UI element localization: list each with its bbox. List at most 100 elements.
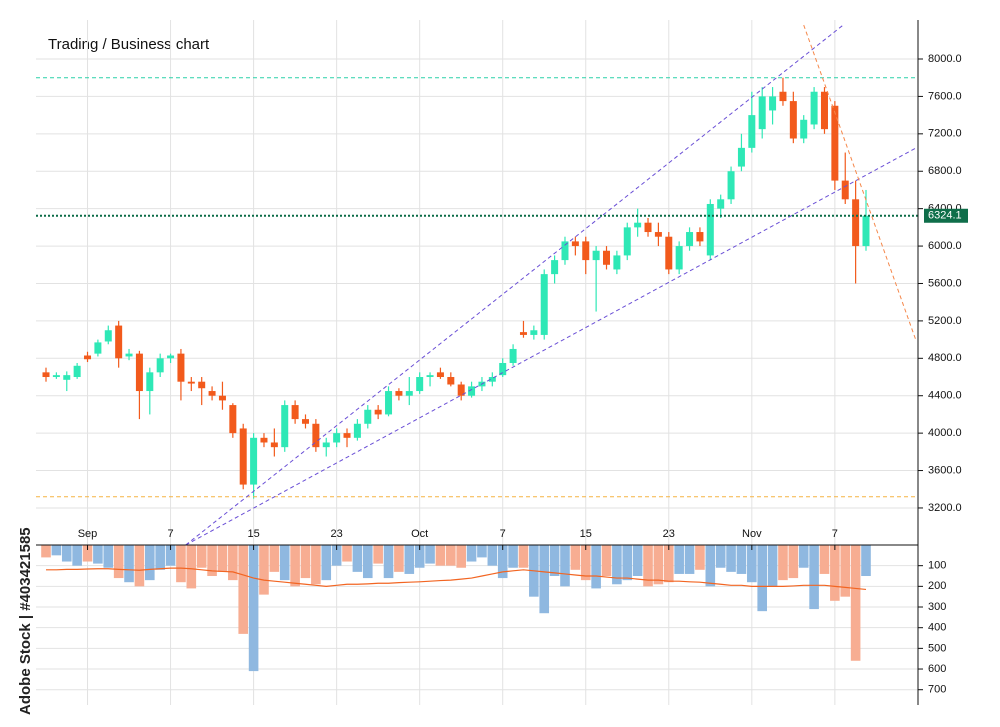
volume-tick-label: 200 — [928, 580, 946, 592]
volume-bar — [217, 545, 228, 572]
volume-bar — [269, 545, 280, 572]
candle-body — [156, 358, 164, 373]
candle-body — [457, 384, 465, 396]
candle-body — [696, 232, 704, 242]
x-tick-label: 23 — [331, 528, 343, 540]
volume-tick-label: 300 — [928, 601, 946, 613]
candle-body — [177, 353, 185, 382]
trendline — [185, 147, 917, 545]
annotations — [36, 24, 918, 545]
candle-body — [322, 442, 330, 448]
price-panel — [42, 77, 870, 499]
candle-body — [623, 227, 631, 256]
volume-bar — [819, 545, 830, 574]
volume-bar — [259, 545, 269, 595]
candle-body — [167, 355, 175, 359]
candle-body — [582, 241, 590, 261]
volume-bar — [51, 545, 62, 556]
candle-body — [852, 199, 860, 247]
trendline — [803, 24, 917, 341]
y-tick-label: 3200.0 — [928, 502, 962, 514]
candle-body — [717, 199, 725, 209]
candle-body — [603, 250, 611, 265]
volume-bar — [580, 545, 591, 581]
candle-body — [364, 409, 372, 424]
candle-body — [63, 375, 71, 380]
candle-body — [84, 355, 92, 360]
volume-bar — [425, 545, 435, 564]
candle-body — [385, 391, 393, 415]
candle-body — [540, 274, 548, 335]
volume-bar — [591, 545, 601, 589]
candle-body — [312, 423, 320, 448]
volume-bar — [809, 545, 819, 610]
volume-bar — [113, 545, 124, 579]
volume-bar — [165, 545, 176, 566]
volume-ma-line — [46, 567, 867, 591]
volume-bar — [321, 545, 332, 581]
candle-body — [229, 405, 237, 434]
y-tick-label: 3600.0 — [928, 464, 962, 476]
volume-bar — [715, 545, 726, 568]
candle-body — [281, 405, 289, 448]
candle-body — [769, 96, 777, 111]
volume-bar — [539, 545, 550, 614]
volume-bar — [508, 545, 518, 568]
candle-body — [779, 91, 787, 102]
volume-bar — [549, 545, 560, 577]
candle-body — [468, 386, 476, 396]
candle-body — [125, 353, 133, 357]
y-tick-label: 5600.0 — [928, 277, 962, 289]
y-tick-label: 7600.0 — [928, 90, 962, 102]
volume-bar — [736, 545, 747, 574]
x-tick-label: 7 — [500, 528, 506, 540]
volume-bar — [196, 545, 207, 568]
y-tick-label: 4800.0 — [928, 352, 962, 364]
x-tick-label: 7 — [167, 528, 173, 540]
volume-bar — [134, 545, 145, 587]
candle-body — [789, 101, 797, 139]
volume-bar — [331, 545, 342, 566]
candle-body — [706, 203, 714, 256]
volume-bar — [466, 545, 477, 562]
candle-body — [727, 171, 735, 200]
volume-bar — [705, 545, 716, 587]
volume-bar — [726, 545, 736, 572]
volume-bar — [622, 545, 633, 581]
candle-body — [748, 115, 756, 148]
volume-bar — [684, 545, 695, 574]
volume-bar — [487, 545, 498, 566]
candle-body — [187, 381, 195, 384]
volume-bar — [757, 545, 768, 612]
volume-bar — [82, 545, 93, 562]
volume-bar — [674, 545, 684, 574]
x-tick-label: Nov — [742, 528, 762, 540]
volume-bar — [342, 545, 352, 562]
volume-bar — [663, 545, 674, 583]
volume-bar — [695, 545, 705, 570]
candle-body — [686, 232, 694, 247]
candle-body — [758, 96, 766, 130]
candle-body — [405, 391, 413, 396]
candle-body — [447, 377, 455, 385]
volume-bar — [632, 545, 643, 577]
volume-tick-label: 100 — [928, 560, 946, 572]
candle-body — [488, 377, 496, 382]
volume-bar — [72, 545, 82, 566]
candle-body — [561, 241, 569, 261]
volume-bar — [248, 545, 259, 672]
volume-bar — [570, 545, 581, 570]
candle-body — [52, 375, 60, 378]
candle-body — [395, 391, 403, 396]
grid — [36, 20, 918, 705]
volume-bar — [362, 545, 373, 579]
candle-body — [613, 255, 621, 270]
candle-body — [499, 362, 507, 376]
candle-body — [374, 409, 382, 415]
volume-tick-label: 700 — [928, 684, 946, 696]
candle-body — [551, 260, 559, 275]
candle-body — [208, 391, 216, 396]
y-tick-label: 7200.0 — [928, 128, 962, 140]
volume-bar — [643, 545, 653, 587]
